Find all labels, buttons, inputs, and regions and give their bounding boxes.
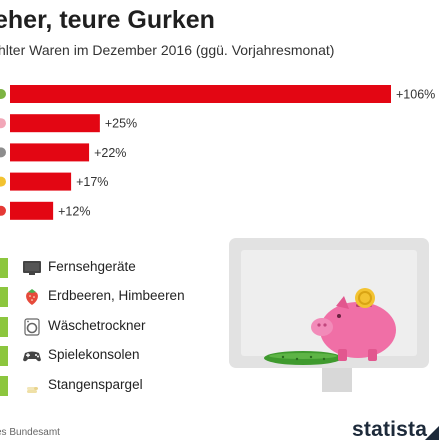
bar-category-icon <box>0 89 6 99</box>
legend-marker <box>0 375 8 396</box>
statista-logo[interactable]: statista <box>352 418 428 441</box>
legend-list-item: Spielekonsolen <box>0 346 240 367</box>
bar-value-label: +25% <box>105 117 137 131</box>
bar-value-label: +12% <box>58 204 90 218</box>
bar-category-icon <box>0 118 6 129</box>
chart-subtitle: hlter Waren im Dezember 2016 (ggü. Vorja… <box>0 42 335 58</box>
asparagus-icon <box>22 377 42 395</box>
coin-icon <box>355 288 375 308</box>
legend-list-item: Erdbeeren, Himbeeren <box>0 287 240 308</box>
legend-marker <box>0 346 8 367</box>
tv-icon <box>22 259 42 277</box>
bar <box>10 85 391 103</box>
bar-chart: +106% +25% +22% +17% +12% <box>0 85 435 220</box>
bar <box>10 172 72 191</box>
legend-marker <box>0 316 8 337</box>
legend-item-label: Erdbeeren, Himbeeren <box>48 288 185 304</box>
bar-category-icon <box>0 147 6 158</box>
legend-list-item: Fernsehgeräte <box>0 258 240 278</box>
bar-category-icon <box>0 205 6 216</box>
legend-item-label: Spielekonsolen <box>48 347 140 363</box>
piggy-bank-icon <box>311 296 396 361</box>
gamepad-icon <box>22 347 42 365</box>
washing-machine-icon <box>22 318 42 336</box>
legend-marker <box>0 258 8 278</box>
legend-item-label: Fernsehgeräte <box>48 259 136 274</box>
bar-value-label: +22% <box>94 146 126 160</box>
bar <box>10 114 100 133</box>
bar <box>10 201 54 220</box>
legend-marker <box>0 287 8 308</box>
legend-list-item: Stangenspargel <box>0 375 240 396</box>
strawberry-icon <box>22 288 42 306</box>
bar-value-label: +106% <box>396 88 435 102</box>
bar-category-icon <box>0 176 6 187</box>
source-text: es Bundesamt <box>0 427 60 438</box>
bar <box>10 143 90 162</box>
legend-item-label: Wäschetrockner <box>48 317 146 333</box>
chart-title: eher, teure Gurken <box>0 6 215 34</box>
statista-logo-mark-icon <box>425 426 439 440</box>
bar-value-label: +17% <box>76 175 108 189</box>
cucumber-icon <box>264 351 342 365</box>
legend-item-label: Stangenspargel <box>48 376 143 392</box>
legend-list-item: Wäschetrockner <box>0 316 240 337</box>
